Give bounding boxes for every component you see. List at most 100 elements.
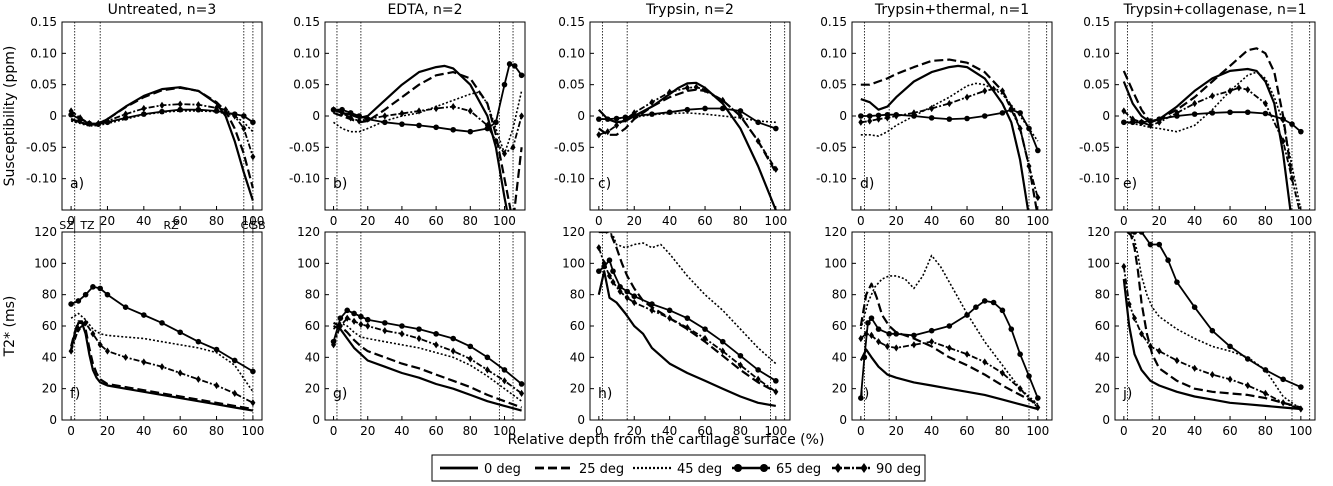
data-point [1192,364,1198,372]
x-tick-label: 60 [428,424,443,438]
data-point [1227,343,1233,350]
data-point [737,361,743,369]
series-line-25-deg [333,321,522,409]
data-point [399,109,405,118]
data-point [911,109,917,117]
data-point [195,375,201,383]
data-point [1121,107,1127,115]
y-tick-label: 0 [49,413,57,427]
x-tick-label: 60 [173,424,188,438]
data-point [382,327,388,335]
x-tick-label: 20 [100,424,115,438]
series-group [596,81,779,210]
series-line-0-deg [860,64,1030,210]
data-point [886,331,892,337]
data-point [90,330,96,338]
data-point [964,93,970,101]
panel-label: d) [860,176,874,192]
data-point [601,259,607,267]
data-point [1262,367,1269,373]
data-point [1156,347,1162,355]
data-point [159,101,165,109]
data-point [702,334,708,343]
y-tick-label: 0 [577,109,585,123]
data-point [232,389,238,397]
data-point [1147,121,1153,129]
data-point [631,298,637,307]
data-point [622,115,628,123]
data-point [693,83,699,91]
panel-label: b) [333,176,347,192]
plot-frame [1114,21,1316,211]
x-tick-label: 100 [764,424,787,438]
y-tick-label: 0.15 [30,15,57,29]
data-point [1289,121,1295,127]
data-point [1174,109,1180,117]
data-point [1298,128,1304,135]
panel-label: e) [1123,176,1137,192]
series-line-25-deg [70,86,254,189]
data-point [1008,326,1015,332]
data-point [416,122,422,129]
y-tick-label: 0.05 [820,78,847,92]
data-point [1026,125,1032,132]
data-point [928,115,935,121]
x-tick-label: 0 [330,424,338,438]
legend-label: 45 deg [677,462,722,477]
data-point [631,109,637,117]
data-point [773,125,779,132]
data-point [605,128,611,136]
plot-frame [61,231,263,421]
data-point [867,117,873,125]
series-group [1121,47,1304,210]
data-point [467,128,474,135]
data-point [365,115,371,123]
data-point [1147,342,1153,350]
data-point [604,116,611,122]
y-tick-label: -0.10 [289,172,320,186]
data-point [1227,375,1233,383]
data-point [177,100,183,108]
series-line-25-deg [333,70,523,210]
data-point [519,112,525,120]
data-point [493,119,499,126]
data-point [858,334,864,343]
data-point [1245,381,1251,390]
y-tick-label: -0.10 [26,172,57,186]
data-point [876,338,882,346]
x-tick-label: 0 [67,214,75,228]
x-tick-label: 20 [360,424,375,438]
panel-label: h) [598,386,612,402]
data-point [399,330,405,338]
panel-label: a) [70,176,84,192]
data-point [861,354,868,361]
y-tick-label: 0.10 [558,46,585,60]
x-tick-label: 80 [463,214,478,228]
data-point [241,113,247,119]
data-point [684,106,691,113]
series-group [858,58,1041,210]
data-point [702,86,708,94]
data-point [929,104,935,113]
data-point [999,369,1005,377]
series-line-45-deg [860,82,1039,142]
data-point [1227,87,1233,95]
data-point [95,119,101,128]
data-point [614,121,620,129]
y-tick-label: 20 [1095,382,1110,396]
data-point [250,153,256,161]
x-tick-label: 40 [394,214,409,228]
data-point [1289,175,1295,183]
data-point [519,389,525,397]
data-point [1026,373,1032,379]
data-point [1017,110,1023,116]
data-point [1138,232,1145,235]
data-point [1131,314,1137,322]
y-tick-label: 0 [577,413,585,427]
data-point [1191,111,1198,117]
data-point [344,314,350,322]
column-title: Trypsin+thermal, n=1 [874,2,1029,18]
x-tick-label: 100 [241,424,264,438]
series-line-25-deg [70,320,254,411]
